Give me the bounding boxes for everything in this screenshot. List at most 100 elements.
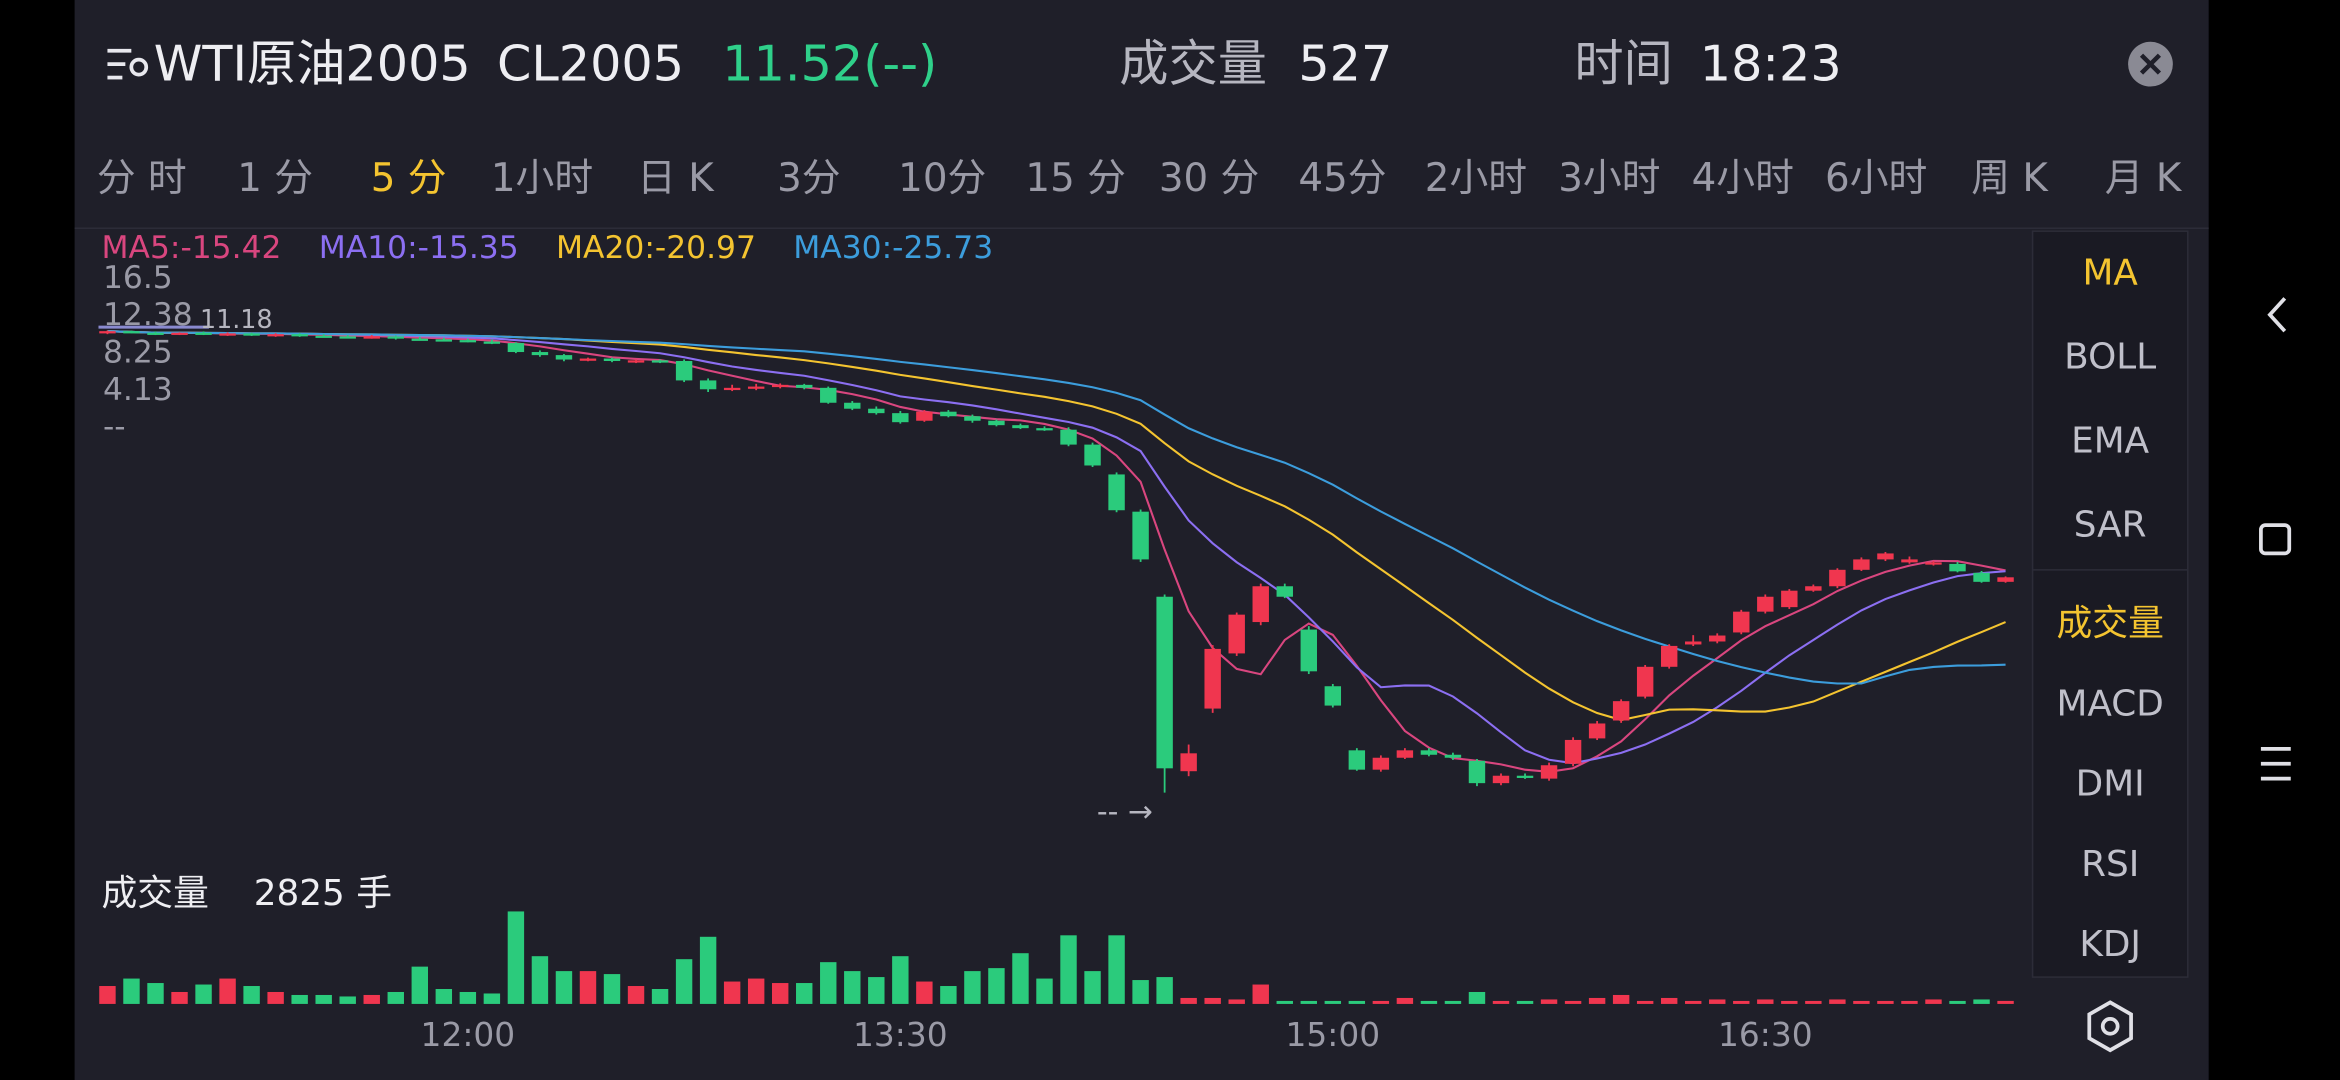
x-tick-label: 13:30 [853, 1016, 948, 1054]
candle-body [892, 413, 909, 423]
candle-body [1973, 572, 1990, 582]
candle-body [940, 411, 957, 417]
ma-legend: MA30:-25.73 [793, 230, 993, 266]
volume-bar [699, 936, 717, 1004]
candle-body [483, 341, 501, 344]
timeframe-tab[interactable]: 2小时 [1425, 156, 1527, 201]
timeframe-tab[interactable]: 4小时 [1692, 156, 1794, 201]
volume-bar [1949, 1000, 1966, 1004]
price: 11.52(--) [722, 35, 937, 93]
volume-bar [267, 991, 284, 1004]
timeframe-tab[interactable]: 3分 [777, 156, 840, 201]
instrument-code: CL2005 [497, 35, 684, 93]
candle-body [1588, 723, 1606, 739]
time-label: 时间 [1574, 35, 1672, 93]
candle-body [796, 384, 813, 388]
indicator-option[interactable]: MACD [2057, 683, 2164, 724]
candle-body [1492, 775, 1510, 784]
volume-bar [147, 983, 164, 1004]
nav-menu[interactable] [2260, 746, 2291, 781]
timeframe-tab[interactable]: 月 K [2105, 156, 2183, 201]
candle-body [363, 336, 380, 339]
volume-bar [747, 978, 765, 1004]
indicator-option[interactable]: DMI [2076, 764, 2145, 805]
candle-body [1108, 474, 1125, 511]
indicator-option[interactable]: EMA [2071, 420, 2150, 461]
volume-bar [1877, 1000, 1894, 1004]
instrument-title: WTI原油2005 [154, 35, 471, 93]
candle-body [651, 360, 669, 363]
volume-bar [675, 959, 693, 1004]
nav-home[interactable] [2259, 523, 2292, 556]
candle-body [1060, 429, 1077, 445]
volume-bar [796, 983, 813, 1004]
indicator-option[interactable]: MA [2082, 252, 2138, 293]
timeframe-tab[interactable]: 日 K [637, 156, 715, 201]
candle-body [1252, 586, 1269, 623]
candle-body [1132, 511, 1149, 560]
volume-bar [1781, 1000, 1798, 1004]
volume-bar [820, 962, 837, 1004]
volume-bar [507, 911, 525, 1004]
candle-body [1757, 596, 1774, 612]
volume-bar [123, 978, 140, 1004]
volume-bar [1132, 980, 1149, 1004]
timeframe-tab[interactable]: 1小时 [491, 156, 593, 201]
candle-body [1660, 645, 1678, 667]
timeframe-tab[interactable]: 45分 [1298, 156, 1386, 201]
candle-body [1180, 753, 1197, 772]
volume-bar [1420, 1000, 1438, 1004]
candle-body [1324, 686, 1342, 706]
ma-line [107, 330, 2006, 765]
candle-body [1420, 750, 1438, 755]
close-button[interactable] [2128, 41, 2173, 87]
timeframe-tab[interactable]: 30 分 [1159, 156, 1259, 201]
candle-body [1036, 428, 1053, 431]
indicator-option[interactable]: BOLL [2064, 336, 2156, 377]
candle-body [507, 343, 525, 353]
candle-body [219, 333, 236, 336]
timeframe-tab[interactable]: 3小时 [1558, 156, 1660, 201]
y-tick-label: -- [103, 409, 126, 445]
volume-bar [1901, 1000, 1918, 1004]
volume-bar [1084, 971, 1101, 1004]
candle-body [315, 335, 332, 338]
timeframe-tab[interactable]: 5 分 [371, 156, 447, 201]
candle-body [579, 358, 597, 361]
candle-body [459, 340, 477, 343]
indicator-option[interactable]: RSI [2081, 844, 2139, 885]
volume-bar [555, 971, 573, 1004]
x-tick-label: 12:00 [421, 1016, 516, 1054]
last-price-label: 11.18 [200, 304, 273, 334]
candle-body [243, 333, 260, 336]
timeframe-tab[interactable]: 周 K [1971, 156, 2049, 201]
candle-body [1853, 559, 1870, 570]
volume-bar [1516, 1000, 1534, 1004]
volume-bar [579, 971, 597, 1004]
volume-bar [1636, 1000, 1654, 1004]
settings-icon[interactable] [2087, 1000, 2133, 1053]
indicator-option[interactable]: 成交量 [2056, 603, 2163, 644]
timeframe-tab[interactable]: 15 分 [1025, 156, 1125, 201]
timeframe-tab[interactable]: 10分 [898, 156, 986, 201]
volume-bar [1660, 997, 1678, 1004]
nav-back[interactable] [2267, 297, 2287, 333]
timeframe-tab[interactable]: 分 时 [97, 156, 187, 201]
settings-icon-dot [2100, 1016, 2120, 1036]
candle-body [964, 416, 981, 421]
indicator-option[interactable]: KDJ [2079, 924, 2141, 965]
volume-bar [1036, 978, 1053, 1004]
timeframe-tab[interactable]: 6小时 [1825, 156, 1927, 201]
volume-bar [868, 977, 885, 1004]
candle-body [195, 332, 212, 335]
menu-icon[interactable] [107, 48, 149, 80]
volume-bar [1492, 1000, 1510, 1004]
candle-body [1733, 611, 1750, 633]
candle-body [99, 331, 116, 334]
volume-bar [1540, 999, 1558, 1004]
candle-body [1901, 559, 1918, 563]
volume-bar [1588, 997, 1606, 1004]
timeframe-tab[interactable]: 1 分 [237, 156, 313, 201]
indicator-option[interactable]: SAR [2074, 504, 2147, 545]
volume-bar [844, 971, 861, 1004]
